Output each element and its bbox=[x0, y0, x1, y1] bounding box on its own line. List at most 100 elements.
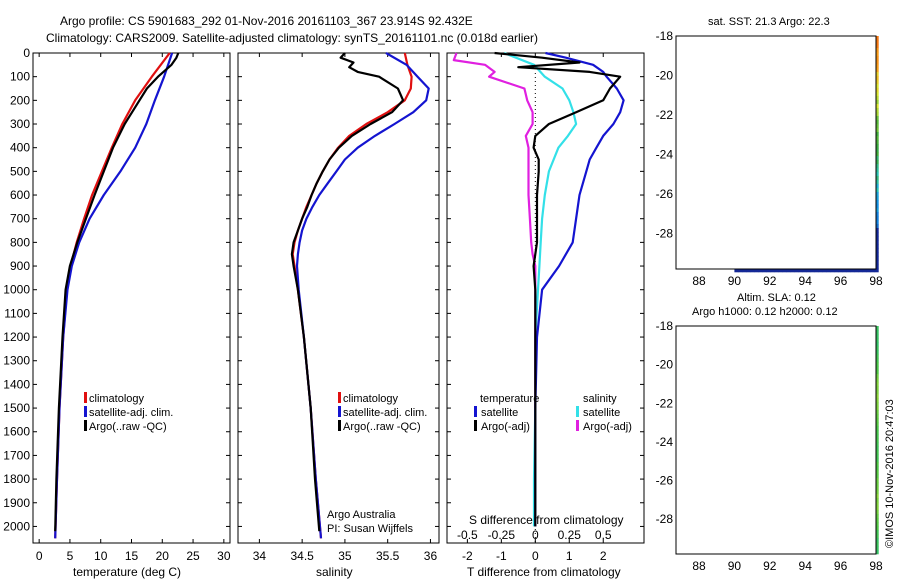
sst-map-cell bbox=[874, 156, 879, 161]
legend-label-argo: Argo(..raw -QC) bbox=[89, 421, 167, 433]
sst-map-cell bbox=[874, 124, 879, 129]
annotation-line2: PI: Susan Wijffels bbox=[327, 523, 413, 535]
sla-map-cell bbox=[874, 366, 879, 371]
sst-map-cell bbox=[874, 132, 879, 137]
map-x-tick-label: 92 bbox=[763, 274, 777, 288]
depth-tick-label: 1100 bbox=[4, 306, 30, 320]
sla-map-cell bbox=[874, 502, 879, 507]
x-tick-label: 5 bbox=[67, 549, 74, 563]
sst-map-cell bbox=[862, 268, 867, 273]
sst-map-cell bbox=[874, 144, 879, 149]
sla-map-cell bbox=[874, 378, 879, 383]
depth-tick-label: 0 bbox=[23, 46, 30, 60]
sla-map-cell bbox=[874, 434, 879, 439]
difference-xlabel: T difference from climatology bbox=[467, 565, 621, 579]
depth-tick-label: 1800 bbox=[3, 472, 30, 486]
map-x-tick-label: 98 bbox=[869, 559, 883, 573]
sst-map-cell bbox=[874, 40, 879, 45]
sla-map-cell bbox=[874, 358, 879, 363]
legend-label-satellite: satellite-adj. clim. bbox=[89, 407, 173, 419]
sst-map-cell bbox=[874, 216, 879, 221]
sst-map-cell bbox=[754, 268, 759, 273]
sla-map-cell bbox=[874, 406, 879, 411]
sla-map-cell bbox=[874, 326, 879, 331]
top-tick-label: 0.25 bbox=[558, 528, 582, 542]
depth-tick-label: 400 bbox=[10, 141, 30, 155]
sst-map-cell bbox=[874, 224, 879, 229]
temperature-legend: climatology satellite-adj. clim. Argo(..… bbox=[89, 393, 173, 433]
sst-map-cell bbox=[874, 64, 879, 69]
sla-map-cell bbox=[874, 446, 879, 451]
depth-tick-label: 300 bbox=[10, 117, 30, 131]
depth-tick-label: 1300 bbox=[3, 354, 30, 368]
sst-map-cell bbox=[874, 168, 879, 173]
sla-map-cell bbox=[874, 462, 879, 467]
map-x-tick-label: 88 bbox=[692, 559, 706, 573]
x-tick-label: 34 bbox=[253, 549, 267, 563]
sla-map-cell bbox=[874, 482, 879, 487]
sst-map-cell bbox=[874, 108, 879, 113]
depth-tick-label: 800 bbox=[10, 235, 30, 249]
sst-map-cell bbox=[874, 200, 879, 205]
top-tick-label: 0.5 bbox=[595, 528, 612, 542]
sla-map-cell bbox=[874, 350, 879, 355]
sst-map-cell bbox=[874, 136, 879, 141]
sla-map-cell bbox=[874, 370, 879, 375]
sla-map-cell bbox=[874, 498, 879, 503]
sst-map-cell bbox=[874, 104, 879, 109]
sst-map-cell bbox=[782, 268, 787, 273]
x-tick-label: 35 bbox=[338, 549, 352, 563]
salinity-series-line bbox=[290, 52, 405, 532]
sst-map-cell bbox=[874, 84, 879, 89]
annotation-line1: Argo Australia bbox=[327, 509, 396, 521]
sst-map-cell bbox=[750, 268, 755, 273]
sla-map-cell bbox=[874, 526, 879, 531]
depth-tick-label: 1500 bbox=[3, 401, 30, 415]
legend-swatch bbox=[338, 392, 341, 403]
sla-map-cell bbox=[874, 518, 879, 523]
sst-map-cell bbox=[874, 92, 879, 97]
sst-map-cell bbox=[874, 36, 879, 41]
sst-map-cell bbox=[874, 140, 879, 145]
sla-map-cell bbox=[874, 474, 879, 479]
depth-tick-label: 200 bbox=[10, 93, 30, 107]
legend-swatch bbox=[84, 392, 87, 403]
legend-label-climatology: climatology bbox=[343, 393, 399, 405]
salinity-panel-frame bbox=[237, 52, 440, 544]
depth-tick-label: 1200 bbox=[3, 330, 30, 344]
sst-map-cell bbox=[854, 268, 859, 273]
sst-map-cell bbox=[874, 96, 879, 101]
sla-map-cell bbox=[874, 346, 879, 351]
sst-map-cell bbox=[874, 236, 879, 241]
sla-map-cell bbox=[874, 386, 879, 391]
sst-map-cell bbox=[774, 268, 779, 273]
map-x-tick-label: 88 bbox=[692, 274, 706, 288]
sst-map-frame bbox=[675, 35, 877, 270]
sst-map-cell bbox=[874, 184, 879, 189]
legend-swatch bbox=[84, 406, 87, 417]
top-tick-label: 0 bbox=[532, 528, 539, 542]
legend-header-temperature: temperature bbox=[480, 393, 539, 405]
legend-swatch bbox=[338, 406, 341, 417]
sst-map-cell bbox=[850, 268, 855, 273]
x-tick-label: -1 bbox=[496, 549, 507, 563]
salinity-xlabel: salinity bbox=[316, 565, 353, 579]
header-line2: Climatology: CARS2009. Satellite-adjuste… bbox=[46, 31, 538, 45]
sst-map-cell bbox=[874, 52, 879, 57]
sst-map-cell bbox=[874, 72, 879, 77]
x-tick-label: 34.5 bbox=[290, 549, 314, 563]
depth-tick-label: 600 bbox=[10, 188, 30, 202]
map-x-tick-label: 98 bbox=[869, 274, 883, 288]
sla-map-cell bbox=[874, 486, 879, 491]
sst-map-cell bbox=[874, 172, 879, 177]
sst-map-cell bbox=[874, 76, 879, 81]
sla-map-cell bbox=[874, 390, 879, 395]
map-y-tick-label: -26 bbox=[656, 187, 674, 201]
sst-map-cell bbox=[874, 244, 879, 249]
sst-map-cell bbox=[770, 268, 775, 273]
x-tick-label: 0 bbox=[36, 549, 43, 563]
sst-map-cell bbox=[746, 268, 751, 273]
temperature-series-line bbox=[54, 52, 171, 539]
map-x-tick-label: 92 bbox=[763, 559, 777, 573]
